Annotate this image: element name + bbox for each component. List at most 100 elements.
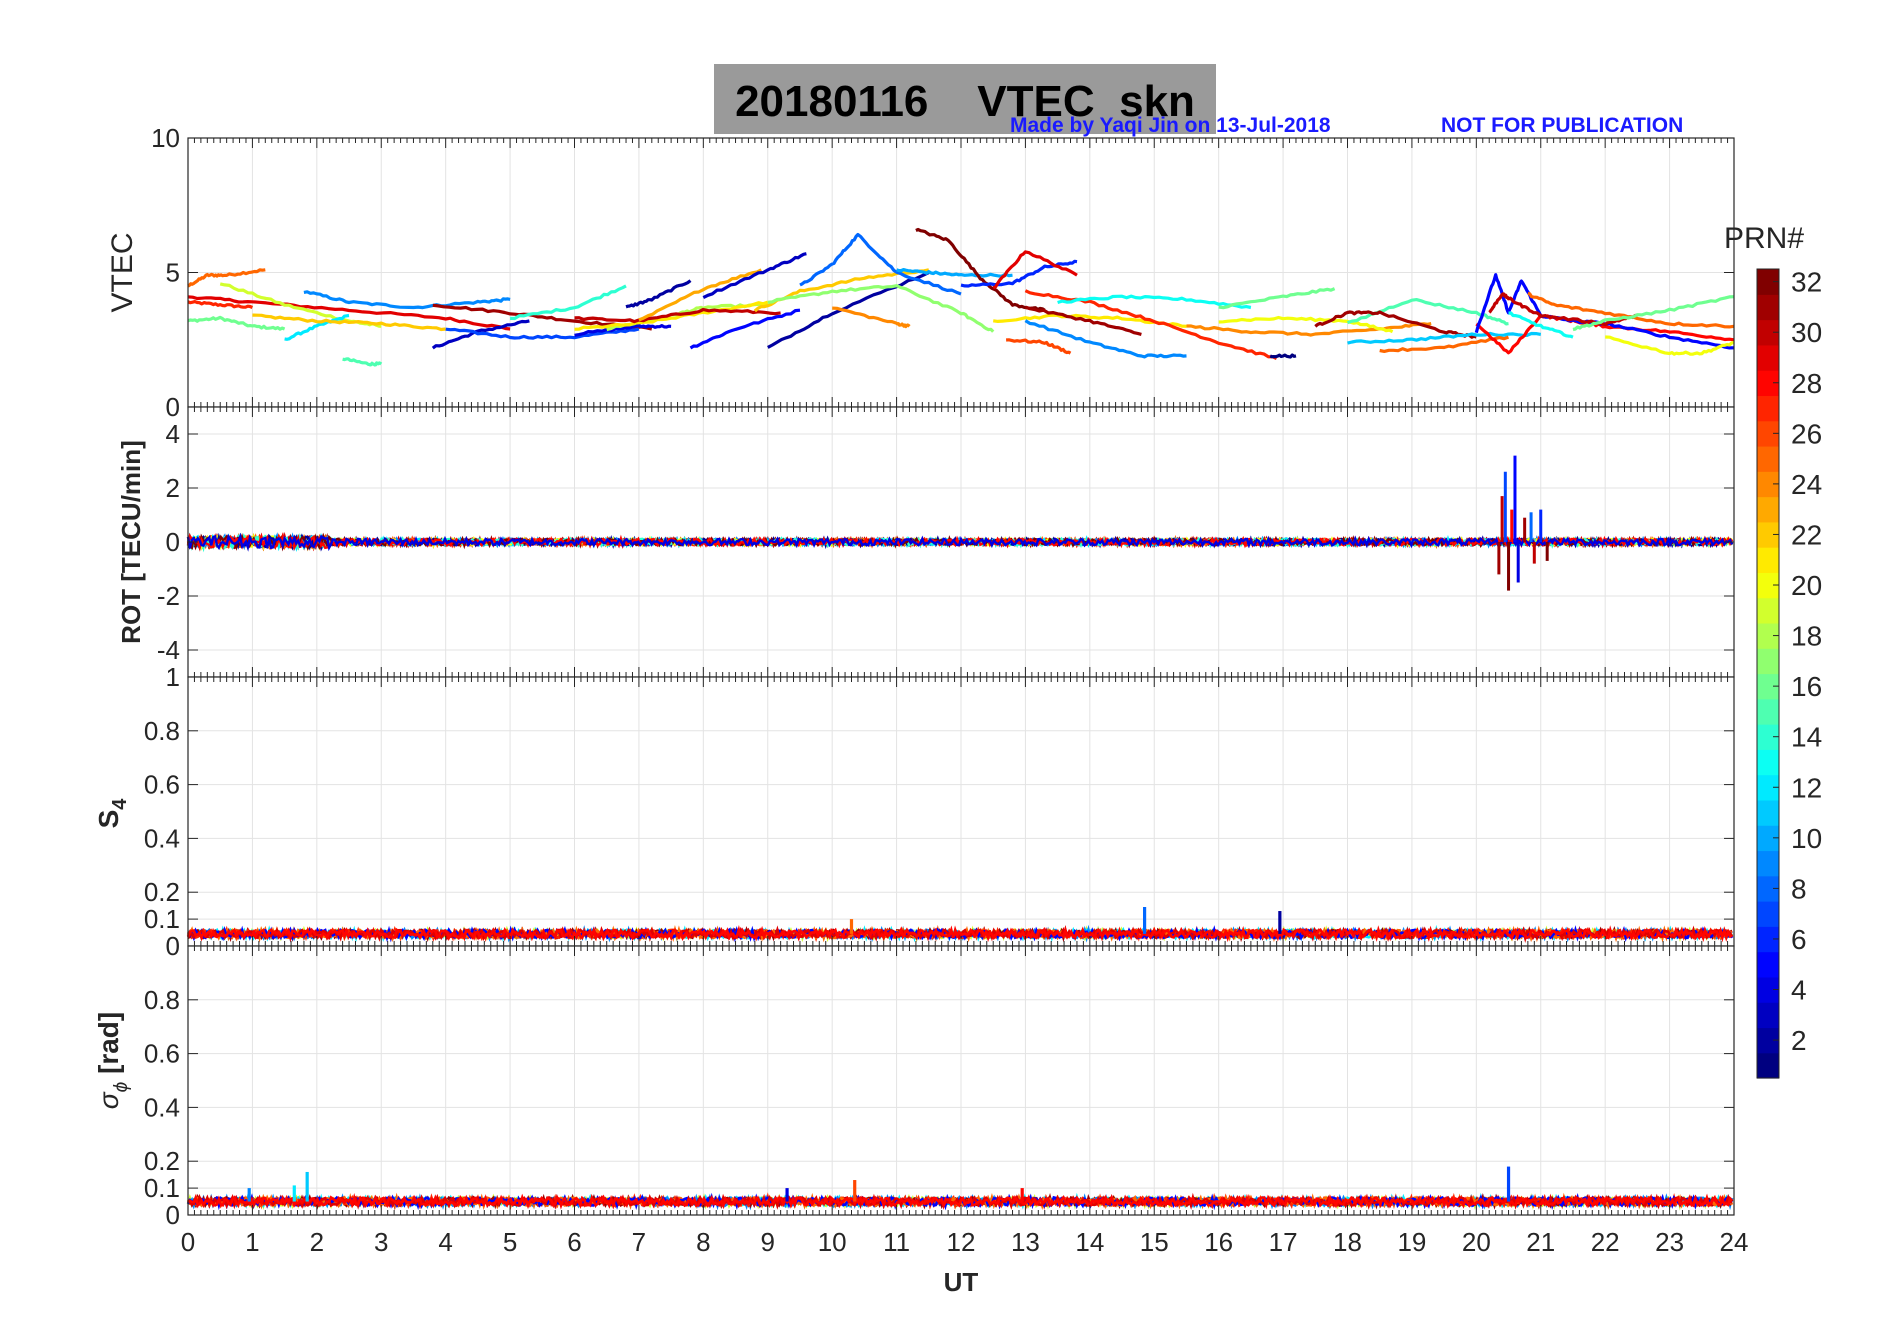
- rot-series-prn-4: [186, 532, 1734, 552]
- colorbar-segment: [1757, 673, 1779, 700]
- colorbar-segment: [1757, 445, 1779, 472]
- colorbar-tick-label: 4: [1791, 975, 1807, 1006]
- x-tick-label: 20: [1462, 1227, 1491, 1257]
- vtec-series-prn-29: [187, 295, 511, 331]
- x-axis-label: UT: [944, 1267, 979, 1297]
- vtec-series-prn-14: [510, 284, 627, 321]
- x-tick-label: 14: [1075, 1227, 1104, 1257]
- publication-notice: NOT FOR PUBLICATION: [1441, 114, 1684, 137]
- colorbar-segment: [1757, 294, 1779, 321]
- vtec-series-prn-31: [1024, 305, 1142, 336]
- x-tick-label: 16: [1204, 1227, 1233, 1257]
- colorbar-segment: [1757, 774, 1779, 801]
- colorbar-tick-label: 20: [1791, 570, 1822, 601]
- x-tick-label: 22: [1591, 1227, 1620, 1257]
- x-tick-label: 4: [438, 1227, 452, 1257]
- y-tick-label: 10: [151, 123, 180, 153]
- vtec-series-prn-3: [702, 252, 807, 300]
- colorbar-segment: [1757, 547, 1779, 573]
- colorbar-segment: [1757, 875, 1779, 902]
- x-tick-label: 0: [181, 1227, 195, 1257]
- colorbar-segment: [1757, 1052, 1779, 1079]
- colorbar-segment: [1757, 976, 1779, 1003]
- vtec-series-prn-20: [1605, 335, 1735, 356]
- colorbar-segment: [1757, 521, 1779, 548]
- y-tick-label: 0.6: [144, 1039, 180, 1069]
- colorbar-tick-label: 12: [1791, 772, 1822, 803]
- x-tick-label: 5: [503, 1227, 517, 1257]
- vtec-series-prn-6: [960, 259, 1078, 288]
- y-tick-label: 0: [166, 527, 180, 557]
- vtec-series-prn-20: [1218, 315, 1394, 334]
- vtec-series-prn-12: [284, 313, 350, 341]
- x-tick-label: 15: [1140, 1227, 1169, 1257]
- vtec-series-prn-10: [896, 268, 1013, 278]
- colorbar-segment: [1757, 597, 1779, 624]
- x-tick-label: 13: [1011, 1227, 1040, 1257]
- y-axis-label: σϕ [rad]: [93, 1012, 132, 1109]
- colorbar-label: PRN#: [1724, 222, 1804, 255]
- vtec-series-prn-27: [1024, 289, 1278, 361]
- x-tick-label: 3: [374, 1227, 388, 1257]
- x-tick-label: 10: [818, 1227, 847, 1257]
- vtec-series-prn-16: [1218, 287, 1336, 310]
- colorbar-tick-label: 14: [1791, 722, 1822, 753]
- panel-sigma_phi: 00.10.20.40.60.8σϕ [rad]0 1 2 3 4 5 6 7 8 9 10 11 12…: [93, 945, 1749, 1297]
- y-axis-label: ROT [TECU/min]: [116, 440, 146, 644]
- vtec-series-prn-9: [1024, 319, 1187, 359]
- panel-ROT: -4 -2 0 2 4 ROT [TECU/min]: [116, 406, 1735, 678]
- colorbar-segment: [1757, 471, 1779, 498]
- y-tick-label: 0.4: [144, 1092, 180, 1122]
- y-tick-label: -4: [157, 635, 180, 665]
- y-tick-label: 0: [166, 1200, 180, 1230]
- vtec-series-prn-16: [187, 315, 286, 331]
- vtec-series-prn-17: [767, 284, 995, 333]
- colorbar-segment: [1757, 724, 1779, 750]
- vtec-series-prn-11: [1347, 331, 1542, 345]
- colorbar-tick-label: 32: [1791, 267, 1822, 298]
- colorbar-segment: [1757, 749, 1779, 776]
- y-tick-label: 0: [166, 931, 180, 961]
- vtec-series-prn-22: [252, 313, 446, 332]
- vtec-series-prn-24: [1186, 322, 1432, 337]
- vtec-series-prn-25: [187, 268, 266, 288]
- x-tick-label: 24: [1720, 1227, 1749, 1257]
- colorbar-segment: [1757, 799, 1779, 826]
- x-tick-label: 23: [1655, 1227, 1684, 1257]
- y-tick-label: 0.6: [144, 770, 180, 800]
- x-tick-label: 2: [310, 1227, 324, 1257]
- colorbar-segment: [1757, 850, 1779, 877]
- vtec-series-prn-30: [574, 307, 781, 324]
- colorbar-segment: [1757, 496, 1779, 523]
- vtec-series-prn-1: [1269, 353, 1297, 359]
- vtec-series-prn-29: [992, 250, 1078, 290]
- S4-series-prn-28: [186, 924, 1733, 943]
- x-tick-label: 12: [947, 1227, 976, 1257]
- vtec-series-prn-23: [638, 268, 763, 322]
- y-tick-label: 0.8: [144, 985, 180, 1015]
- y-tick-label: 0.4: [144, 823, 180, 853]
- colorbar-segment: [1757, 1027, 1779, 1054]
- colorbar-tick-label: 24: [1791, 469, 1822, 500]
- vtec-series-prn-7: [445, 327, 640, 340]
- y-tick-label: 0.8: [144, 716, 180, 746]
- vtec-series-prn-25: [1379, 335, 1510, 353]
- colorbar-tick-label: 8: [1791, 873, 1807, 904]
- vtec-series-prn-13: [1508, 311, 1574, 339]
- y-tick-label: 0: [166, 392, 180, 422]
- vtec-series-prn-25: [1527, 291, 1735, 329]
- vtec-series-prn-21: [574, 300, 769, 331]
- colorbar-tick-label: 28: [1791, 368, 1822, 399]
- vtec-series-prn-32: [915, 227, 1046, 312]
- vtec-series-prn-26: [1005, 338, 1072, 355]
- vtec-series-prn-13: [1057, 294, 1252, 310]
- colorbar-frame: [1756, 268, 1780, 1079]
- colorbar-tick-label: 30: [1791, 317, 1822, 348]
- colorbar-segment: [1757, 269, 1779, 295]
- colorbar-segment: [1757, 622, 1779, 649]
- x-tick-label: 9: [761, 1227, 775, 1257]
- colorbar-segment: [1757, 395, 1779, 422]
- vtec-series-prn-2: [625, 279, 692, 309]
- colorbar-segment: [1757, 901, 1779, 927]
